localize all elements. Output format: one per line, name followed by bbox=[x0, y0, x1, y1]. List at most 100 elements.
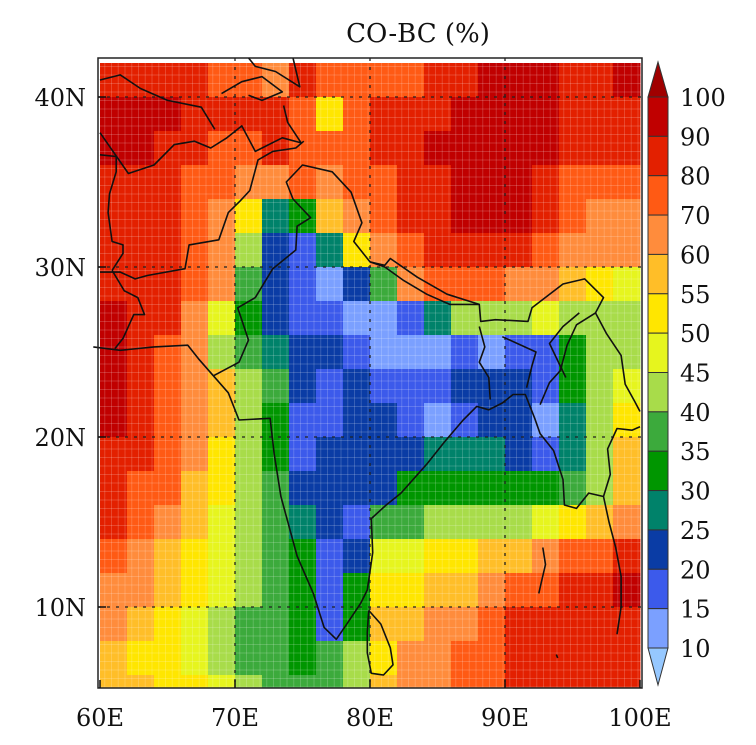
heatmap-cell bbox=[127, 369, 155, 404]
heatmap-cell bbox=[343, 539, 371, 574]
heatmap-cell bbox=[559, 335, 587, 370]
heatmap-cell bbox=[316, 675, 344, 689]
heatmap-cell bbox=[397, 369, 425, 404]
heatmap-cell bbox=[289, 505, 317, 540]
heatmap-cell bbox=[424, 301, 452, 336]
heatmap-cell bbox=[181, 471, 209, 506]
heatmap-cell bbox=[478, 97, 506, 132]
colorbar-label: 90 bbox=[680, 123, 711, 151]
heatmap-cell bbox=[613, 641, 641, 676]
heatmap-cell bbox=[181, 369, 209, 404]
heatmap-cell bbox=[424, 335, 452, 370]
colorbar-label: 40 bbox=[680, 399, 711, 427]
heatmap-cell bbox=[424, 607, 452, 642]
heatmap-cell bbox=[316, 97, 344, 132]
heatmap-cell bbox=[424, 165, 452, 200]
heatmap-cell bbox=[262, 267, 290, 302]
heatmap-cell bbox=[316, 369, 344, 404]
heatmap-cell bbox=[559, 403, 587, 438]
heatmap-cell bbox=[613, 267, 641, 302]
heatmap-cell bbox=[289, 641, 317, 676]
heatmap-cell bbox=[370, 573, 398, 608]
heatmap-cell bbox=[613, 233, 641, 268]
border-line bbox=[99, 125, 302, 175]
heatmap-cell bbox=[100, 675, 128, 689]
colorbar-label: 10 bbox=[680, 635, 711, 663]
heatmap-cell bbox=[343, 505, 371, 540]
heatmap-cell bbox=[208, 641, 236, 676]
heatmap-cell bbox=[478, 233, 506, 268]
heatmap-cell bbox=[505, 63, 533, 98]
heatmap-cell bbox=[586, 301, 614, 336]
heatmap-cell bbox=[154, 573, 182, 608]
heatmap-cell bbox=[316, 505, 344, 540]
heatmap-cell bbox=[262, 539, 290, 574]
x-tick-label: 80E bbox=[346, 704, 394, 732]
heatmap-cell bbox=[181, 63, 209, 98]
heatmap-cell bbox=[559, 199, 587, 234]
heatmap-cell bbox=[343, 97, 371, 132]
heatmap-cell bbox=[613, 607, 641, 642]
x-tick-label: 90E bbox=[481, 704, 529, 732]
colorbar-box bbox=[647, 529, 669, 570]
colorbar-label: 80 bbox=[680, 163, 711, 191]
heatmap-cell bbox=[208, 471, 236, 506]
heatmap-cell bbox=[613, 675, 641, 689]
heatmap-cell bbox=[532, 233, 560, 268]
heatmap-cell bbox=[208, 267, 236, 302]
heatmap-cell bbox=[316, 437, 344, 472]
colorbar-box bbox=[647, 332, 669, 373]
heatmap-cell bbox=[100, 539, 128, 574]
heatmap-cell bbox=[505, 573, 533, 608]
heatmap-cell bbox=[532, 573, 560, 608]
heatmap-cell bbox=[343, 369, 371, 404]
heatmap-cell bbox=[100, 403, 128, 438]
heatmap-cell bbox=[451, 165, 479, 200]
heatmap-cell bbox=[478, 369, 506, 404]
heatmap-cell bbox=[559, 641, 587, 676]
heatmap-cell bbox=[532, 675, 560, 689]
heatmap-cell bbox=[532, 63, 560, 98]
heatmap-cell bbox=[424, 539, 452, 574]
heatmap-cell bbox=[289, 471, 317, 506]
heatmap-cell bbox=[343, 641, 371, 676]
heatmap-cell bbox=[505, 199, 533, 234]
heatmap-cell bbox=[505, 131, 533, 166]
heatmap-cell bbox=[316, 573, 344, 608]
heatmap-cell bbox=[397, 471, 425, 506]
border-line bbox=[594, 312, 641, 412]
heatmap-cell bbox=[343, 199, 371, 234]
border-line bbox=[213, 164, 605, 406]
heatmap-cell bbox=[505, 505, 533, 540]
heatmap-cell bbox=[100, 63, 128, 98]
heatmap-cell bbox=[370, 403, 398, 438]
heatmap-cell bbox=[208, 573, 236, 608]
heatmap-cell bbox=[154, 369, 182, 404]
heatmap-cell bbox=[613, 437, 641, 472]
chart-title: CO-BC (%) bbox=[346, 19, 490, 49]
colorbar-under-triangle bbox=[647, 647, 669, 687]
heatmap-cell bbox=[235, 199, 263, 234]
heatmap-cell bbox=[289, 301, 317, 336]
border-line bbox=[602, 426, 641, 497]
heatmap-cell bbox=[127, 335, 155, 370]
border-line bbox=[366, 609, 394, 676]
heatmap-cell bbox=[316, 131, 344, 166]
heatmap-cell bbox=[208, 165, 236, 200]
heatmap-cell bbox=[478, 131, 506, 166]
heatmap-cell bbox=[532, 471, 560, 506]
heatmap-cell bbox=[289, 369, 317, 404]
heatmap-cell bbox=[127, 97, 155, 132]
heatmap-cell bbox=[289, 437, 317, 472]
heatmap-cell bbox=[127, 607, 155, 642]
heatmap-cell bbox=[559, 675, 587, 689]
heatmap-cell bbox=[559, 505, 587, 540]
heatmap-cell bbox=[181, 437, 209, 472]
heatmap-cell bbox=[316, 63, 344, 98]
border-line bbox=[555, 654, 559, 659]
heatmap-cell bbox=[289, 97, 317, 132]
heatmap-cell bbox=[451, 233, 479, 268]
heatmap-cell bbox=[478, 165, 506, 200]
heatmap-cell bbox=[451, 539, 479, 574]
